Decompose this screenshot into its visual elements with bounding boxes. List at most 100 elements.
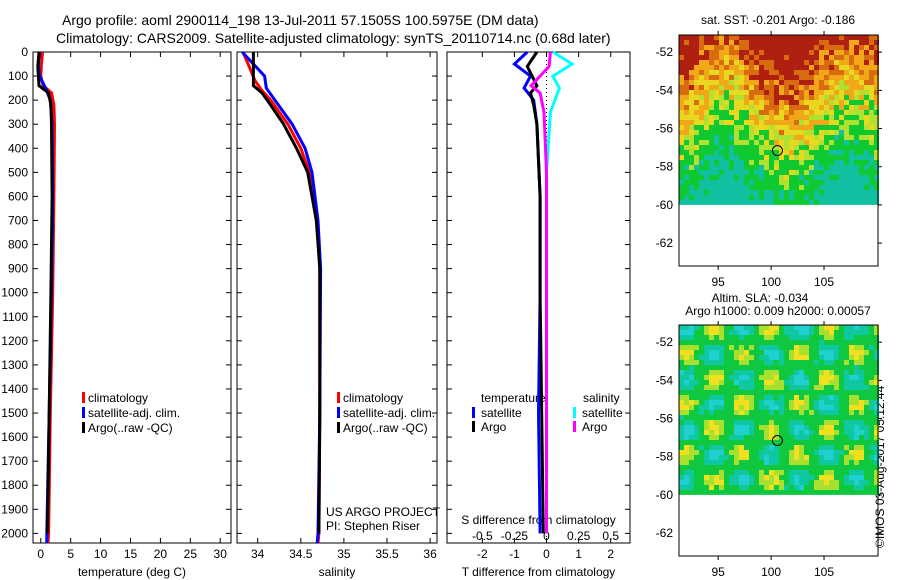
map-cell [824,455,829,460]
map-cell [824,200,829,205]
map-cell [749,60,754,65]
map-cell [769,375,774,380]
map-cell [859,75,864,80]
map-cell [814,425,819,430]
map-cell [814,485,819,490]
map-cell [814,475,819,480]
map-cell [834,125,839,130]
map-cell [759,80,764,85]
map-cell [849,140,854,145]
map-cell [774,45,779,50]
map-cell [754,65,759,70]
map-cell [859,325,864,330]
map-cell [774,490,779,495]
map-cell [739,160,744,165]
map-cell [679,470,684,475]
map-cell [784,170,789,175]
map-cell [824,185,829,190]
map-cell [824,70,829,75]
map-cell [689,480,694,485]
map-cell [679,350,684,355]
map-cell [844,90,849,95]
map-cell [769,445,774,450]
map-cell [834,450,839,455]
map-cell [764,60,769,65]
map-cell [784,345,789,350]
map-cell [854,195,859,200]
map-cell [679,150,684,155]
map-cell [739,325,744,330]
map-cell [744,415,749,420]
map-cell [679,115,684,120]
map-cell [819,485,824,490]
map-cell [794,405,799,410]
map-cell [769,420,774,425]
map-cell [854,115,859,120]
map-cell [804,160,809,165]
map-cell [729,125,734,130]
map-cell [859,470,864,475]
map-cell [764,445,769,450]
map-cell [719,475,724,480]
map-cell [789,465,794,470]
map-cell [734,165,739,170]
map-cell [709,425,714,430]
map-cell [769,125,774,130]
map-cell [804,400,809,405]
map-cell [749,75,754,80]
map-cell [799,65,804,70]
map-cell [779,125,784,130]
map-cell [829,115,834,120]
map-cell [739,490,744,495]
map-cell [734,360,739,365]
map-cell [704,145,709,150]
map-cell [799,110,804,115]
map-cell [839,325,844,330]
map-cell [854,470,859,475]
map-cell [794,445,799,450]
map-cell [759,345,764,350]
map-cell [874,330,879,335]
map-cell [864,190,869,195]
map-cell [719,75,724,80]
map-cell [694,65,699,70]
map-cell [819,45,824,50]
map-cell [749,345,754,350]
map-cell [774,425,779,430]
map-cell [794,80,799,85]
map-cell [704,440,709,445]
map-cell [769,75,774,80]
map-cell [704,400,709,405]
map-cell [869,200,874,205]
map-cell [704,425,709,430]
map-cell [694,395,699,400]
map-cell [779,335,784,340]
map-cell [854,485,859,490]
map-cell [724,180,729,185]
map-cell [779,465,784,470]
map-cell [804,460,809,465]
map-cell [699,170,704,175]
map-ytick-label: -58 [656,160,674,174]
map-cell [734,105,739,110]
map-cell [749,425,754,430]
map-cell [824,150,829,155]
map-cell [829,55,834,60]
map-cell [724,80,729,85]
map-cell [789,185,794,190]
map-cell [684,465,689,470]
map-cell [719,465,724,470]
map-cell [709,195,714,200]
map-cell [694,475,699,480]
map-cell [754,340,759,345]
map-cell [859,350,864,355]
map-cell [839,35,844,40]
map-cell [789,110,794,115]
map-cell [714,35,719,40]
map-cell [774,335,779,340]
map-cell [809,155,814,160]
map-cell [724,420,729,425]
map-cell [824,120,829,125]
map-cell [724,55,729,60]
map-cell [759,330,764,335]
